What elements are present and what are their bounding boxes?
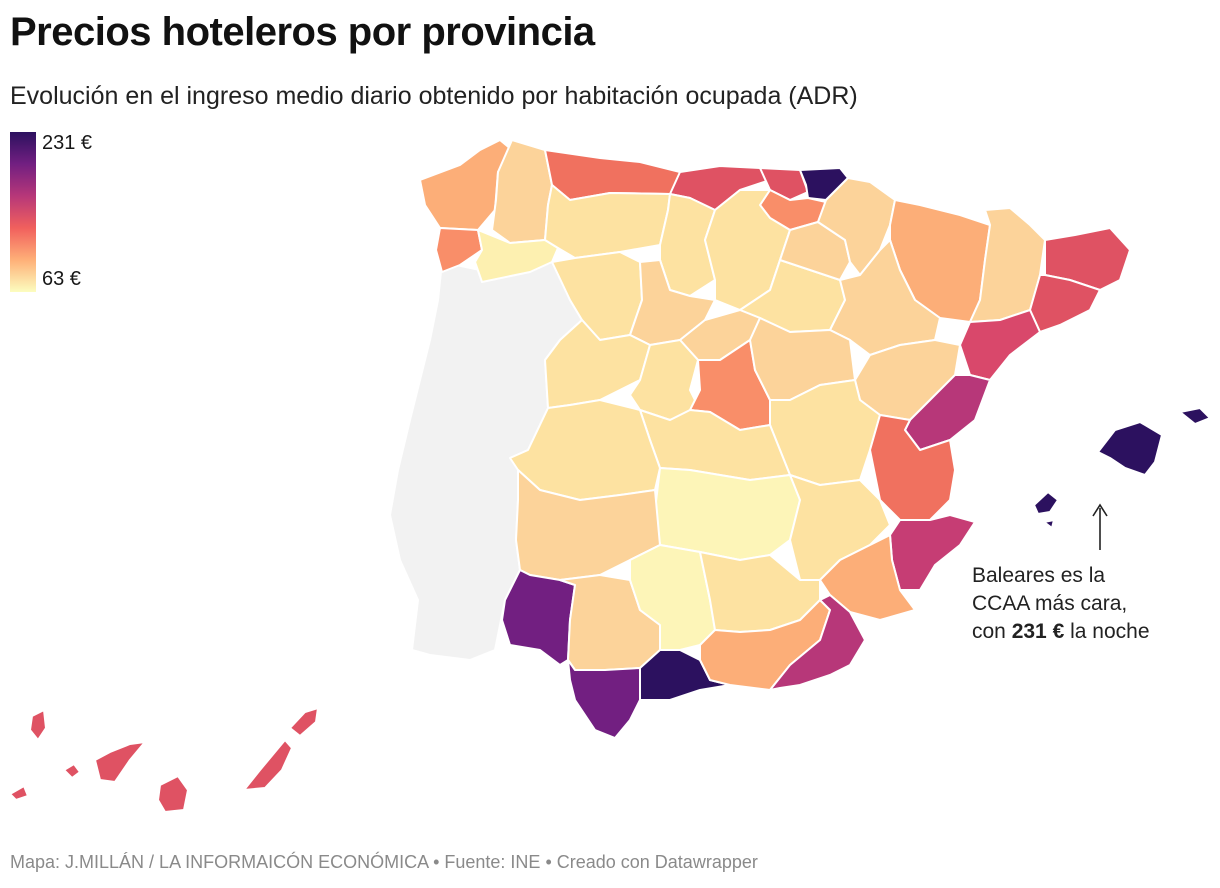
annotation-line-3: con 231 € la noche — [972, 618, 1150, 646]
legend-gradient-bar — [10, 132, 36, 292]
region-huelva — [501, 569, 576, 666]
annotation-line-2: CCAA más cara, — [972, 592, 1128, 615]
region-fuerteventura — [243, 739, 293, 791]
region-badajoz — [515, 469, 661, 581]
legend-min-label: 63 € — [42, 268, 81, 290]
region-pontevedra — [435, 227, 483, 273]
map-subtitle: Evolución en el ingreso medio diario obt… — [10, 82, 858, 110]
region-lanzarote — [289, 707, 319, 737]
annotation-value: 231 € — [1011, 620, 1065, 643]
region-ibiza — [1033, 491, 1059, 515]
region-la-palma — [29, 709, 47, 741]
region-mallorca — [1097, 421, 1163, 476]
annotation-suffix: la noche — [1064, 620, 1150, 643]
region-cordoba — [629, 544, 716, 651]
region-almeria — [769, 594, 866, 691]
region-tarragona — [959, 309, 1041, 381]
region-tenerife — [94, 741, 146, 783]
region-la-gomera — [63, 763, 81, 779]
region-cadiz — [567, 659, 641, 739]
region-formentera — [1043, 519, 1055, 529]
source-footer: Mapa: J.MILLÁN / LA INFORMAICÓN ECONÓMIC… — [10, 852, 758, 872]
region-menorca — [1179, 407, 1211, 425]
color-legend: 231 € 63 € — [10, 132, 120, 294]
map-title: Precios hoteleros por provincia — [10, 10, 595, 54]
region-alicante — [889, 514, 976, 591]
region-el-hierro — [9, 785, 29, 801]
legend-max-label: 231 € — [42, 132, 93, 154]
region-gran-canaria — [157, 775, 189, 813]
region-ciudad-real — [654, 467, 801, 561]
annotation-arrowhead — [1092, 503, 1108, 517]
baleares-annotation: Baleares es la CCAA más cara, con 231 € … — [972, 562, 1150, 646]
region-valencia — [869, 414, 956, 521]
region-murcia — [819, 534, 916, 621]
annotation-line-1: Baleares es la — [972, 564, 1106, 587]
region-leon — [544, 184, 671, 259]
annotation-prefix: con — [972, 620, 1012, 643]
region-bizkaia — [759, 167, 809, 201]
region-ourense — [474, 229, 559, 283]
